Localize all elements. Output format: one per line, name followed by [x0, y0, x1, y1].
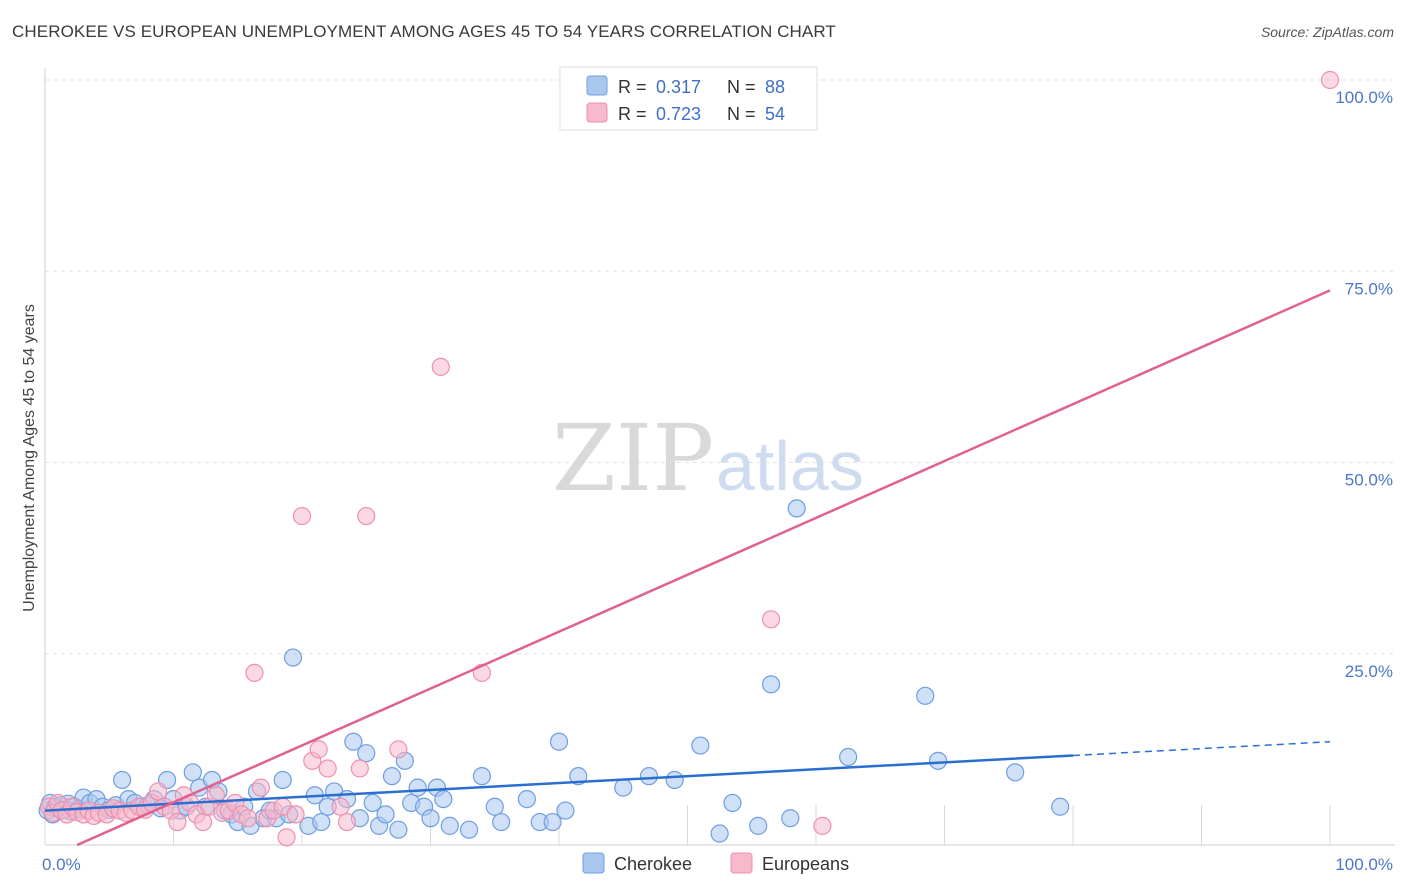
trend-lines	[44, 289, 1331, 847]
europeans-point-43	[309, 740, 328, 759]
legend-n-label-europeans: N =	[727, 104, 756, 124]
correlation-legend: R = 0.317 N = 88 R = 0.723 N = 54	[559, 66, 818, 131]
y-tick-label-1: 50.0%	[1345, 471, 1393, 490]
cherokee-point-75	[556, 801, 575, 820]
cherokee-trend-line	[44, 754, 1074, 812]
legend-n-value-europeans: 54	[765, 104, 785, 124]
europeans-point-35	[251, 778, 270, 797]
cherokee-point-83	[749, 816, 768, 835]
cherokee-point-82	[723, 793, 742, 813]
europeans-point-46	[337, 812, 357, 832]
cherokee-point-91	[1051, 797, 1070, 816]
europeans-point-33	[238, 809, 258, 828]
cherokee-point-73	[543, 812, 562, 832]
europeans-point-50	[431, 357, 450, 376]
cherokee-point-70	[492, 812, 511, 832]
cherokee-point-71	[517, 789, 536, 809]
cherokee-point-51	[344, 732, 363, 751]
cherokee-point-61	[408, 778, 427, 797]
cherokee-point-85	[781, 809, 800, 828]
europeans-point-39	[277, 828, 296, 847]
bottom-legend-label-europeans: Europeans	[762, 854, 849, 874]
europeans-point-22	[168, 812, 187, 832]
cherokee-point-84	[761, 675, 781, 694]
cherokee-point-69	[485, 797, 504, 816]
legend-r-value-europeans: 0.723	[656, 104, 701, 124]
europeans-point-45	[331, 797, 350, 816]
cherokee-point-89	[928, 751, 948, 770]
cherokee-point-86	[787, 499, 806, 518]
europeans-point-54	[1320, 70, 1340, 90]
chart-title: CHEROKEE VS EUROPEAN UNEMPLOYMENT AMONG …	[12, 22, 836, 41]
cherokee-point-63	[421, 809, 440, 828]
legend-r-label-cherokee: R =	[618, 77, 647, 97]
bottom-legend-label-cherokee: Cherokee	[614, 854, 692, 874]
cherokee-point-76	[569, 767, 588, 786]
cherokee-point-90	[1006, 763, 1025, 782]
cherokee-trend-line-extension	[1072, 740, 1331, 757]
europeans-point-40	[286, 805, 305, 824]
cherokee-point-44	[283, 648, 303, 667]
cherokee-point-54	[363, 793, 382, 813]
y-tick-labels: 25.0% 50.0% 75.0% 100.0%	[1335, 88, 1393, 681]
legend-r-label-europeans: R =	[618, 104, 647, 124]
y-axis-label: Unemployment Among Ages 45 to 54 years	[21, 304, 38, 612]
europeans-trend-line	[76, 289, 1331, 847]
cherokee-point-56	[376, 805, 395, 824]
europeans-point-52	[761, 610, 781, 629]
europeans-point-47	[350, 759, 369, 778]
cherokee-point-68	[472, 767, 491, 786]
cherokee-point-57	[382, 767, 402, 786]
y-tick-label-3: 100.0%	[1335, 88, 1393, 107]
cherokee-point-80	[691, 736, 710, 755]
cherokee-point-74	[549, 732, 569, 751]
europeans-point-34	[245, 663, 264, 682]
europeans-point-53	[813, 816, 832, 835]
watermark-zip: ZIP	[552, 405, 714, 512]
cherokee-point-53	[357, 744, 376, 763]
cherokee-point-81	[710, 824, 729, 843]
legend-n-value-cherokee: 88	[765, 77, 785, 97]
cherokee-point-65	[434, 789, 453, 809]
x-tick-label-max: 100.0%	[1335, 855, 1393, 874]
bottom-legend-swatch-cherokee	[582, 852, 605, 874]
europeans-point-26	[193, 812, 213, 832]
legend-swatch-cherokee	[586, 75, 608, 96]
watermark-atlas: atlas	[716, 427, 864, 505]
cherokee-point-87	[839, 747, 858, 767]
europeans-point-44	[318, 759, 337, 778]
cherokee-point-58	[389, 820, 408, 839]
cherokee-point-77	[614, 778, 633, 797]
legend-swatch-europeans	[586, 102, 608, 123]
bottom-legend-swatch-europeans	[730, 852, 753, 874]
legend-n-label-cherokee: N =	[727, 77, 756, 97]
europeans-point-28	[206, 786, 226, 805]
cherokee-point-28	[183, 763, 202, 782]
x-tick-label-min: 0.0%	[42, 855, 81, 874]
europeans-point-19	[148, 782, 168, 801]
europeans-point-41	[292, 506, 312, 526]
source-label: Source: ZipAtlas.com	[1260, 24, 1394, 40]
y-tick-label-0: 25.0%	[1345, 662, 1393, 681]
cherokee-point-17	[112, 770, 132, 790]
cherokee-point-47	[312, 812, 331, 832]
cherokee-point-79	[665, 770, 684, 790]
cherokee-point-88	[916, 686, 935, 705]
cherokee-point-42	[273, 770, 292, 790]
cherokee-point-78	[639, 767, 659, 786]
europeans-point-48	[357, 506, 376, 526]
europeans-point-49	[389, 740, 408, 759]
cherokee-point-66	[440, 816, 459, 835]
series-legend: Cherokee Europeans	[582, 852, 849, 874]
legend-r-value-cherokee: 0.317	[656, 77, 701, 97]
cherokee-points	[38, 499, 1070, 843]
y-tick-label-2: 75.0%	[1345, 279, 1393, 298]
cherokee-point-67	[459, 820, 479, 839]
